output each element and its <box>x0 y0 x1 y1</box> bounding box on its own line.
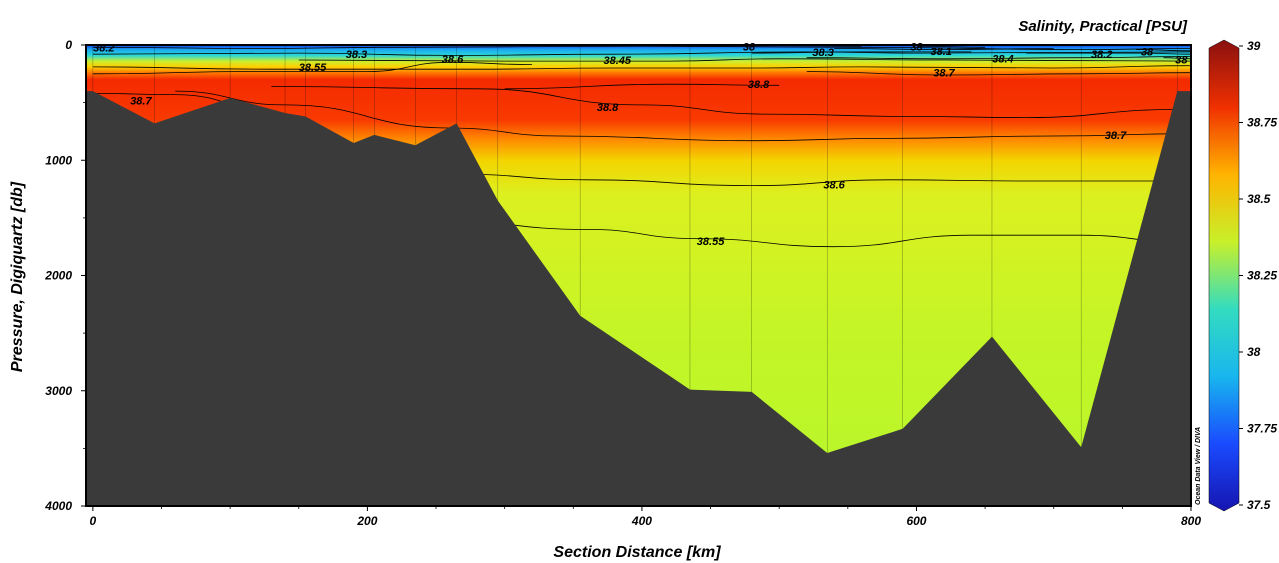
contour-label: 38 <box>743 42 756 54</box>
colorbar: 37.5 37.75 38 38.25 38.5 38.75 39 <box>1208 39 1277 512</box>
x-tick-label: 800 <box>1181 514 1201 528</box>
x-axis-title: Section Distance [km] <box>553 544 721 561</box>
contour-label: 38.7 <box>933 68 955 80</box>
contour-line <box>92 65 1191 70</box>
contour-line <box>456 173 1191 187</box>
contour-label: 38.7 <box>1105 130 1127 142</box>
contour-label: 38.3 <box>812 47 833 59</box>
odv-watermark: Ocean Data View / DIVA <box>1195 427 1202 505</box>
contour-label: 38 <box>910 42 923 54</box>
contour-label: 38 <box>1141 46 1154 58</box>
colorbar-ticks: 37.5 37.75 38 38.25 38.5 38.75 39 <box>1239 39 1277 512</box>
y-tick-label: 0 <box>65 38 72 52</box>
contour-lines <box>92 45 1191 248</box>
contour-label: 38.7 <box>130 95 152 107</box>
colorbar-tick-label: 37.5 <box>1247 498 1271 512</box>
contour-line <box>1163 57 1191 60</box>
x-tick-label: 0 <box>90 514 97 528</box>
contour-label: 38.6 <box>823 179 845 191</box>
bathymetry-mask <box>86 91 1191 506</box>
y-axis-title: Pressure, Digiquartz [db] <box>9 181 26 372</box>
colorbar-tick-label: 38.25 <box>1247 269 1277 283</box>
contour-labels: 38.55 38.6 38.7 38.8 38.7 38.8 38.7 38.6 38.55 38… <box>93 42 1188 248</box>
contour-label: 38.55 <box>697 236 725 248</box>
contour-label: 38.45 <box>603 55 631 67</box>
contour-line <box>1026 52 1191 55</box>
contour-label: 38.6 <box>442 54 464 66</box>
contour-line <box>834 48 1054 51</box>
contour-label: 38 <box>1175 54 1188 66</box>
contour-line <box>92 61 533 75</box>
x-tick-label: 400 <box>631 514 652 528</box>
contour-line <box>298 58 1191 62</box>
plot-area <box>86 45 1191 506</box>
y-axis-ticks: 0 1000 2000 3000 4000 <box>44 38 86 513</box>
contour-label: 38.3 <box>346 49 367 61</box>
y-tick-label: 3000 <box>45 384 72 398</box>
colorbar-tick-label: 37.75 <box>1247 422 1277 436</box>
colorbar-tick-label: 38.5 <box>1247 192 1271 206</box>
colorbar-body <box>1208 39 1240 512</box>
colorbar-tick-label: 38.75 <box>1247 116 1277 130</box>
y-tick-label: 2000 <box>44 269 72 283</box>
contour-line <box>175 90 1191 142</box>
colorbar-tick-label: 38 <box>1247 345 1261 359</box>
contour-line <box>504 83 780 90</box>
contour-line <box>751 51 972 54</box>
x-tick-label: 600 <box>906 514 926 528</box>
y-tick-label: 1000 <box>45 153 72 167</box>
contour-line <box>92 51 1191 56</box>
y-tick-label: 4000 <box>44 499 72 513</box>
contour-line <box>916 45 986 48</box>
contour-label: 38.8 <box>597 102 619 114</box>
x-tick-label: 200 <box>356 514 377 528</box>
contour-line <box>271 86 1178 119</box>
contour-line <box>92 45 1191 51</box>
chart-title: Salinity, Practical [PSU] <box>1018 18 1188 35</box>
contour-line <box>806 71 1191 76</box>
contour-line <box>806 56 1191 60</box>
contour-line <box>1136 49 1191 52</box>
contour-label: 38.2 <box>1091 49 1112 61</box>
contour-label: 38.8 <box>748 79 770 91</box>
contour-label: 38.4 <box>992 54 1013 66</box>
contour-label: 38.55 <box>299 62 327 74</box>
contour-label: 38.1 <box>930 46 951 58</box>
x-axis-ticks: 0 200 400 600 800 <box>90 506 1201 528</box>
colorbar-tick-label: 39 <box>1247 39 1261 53</box>
